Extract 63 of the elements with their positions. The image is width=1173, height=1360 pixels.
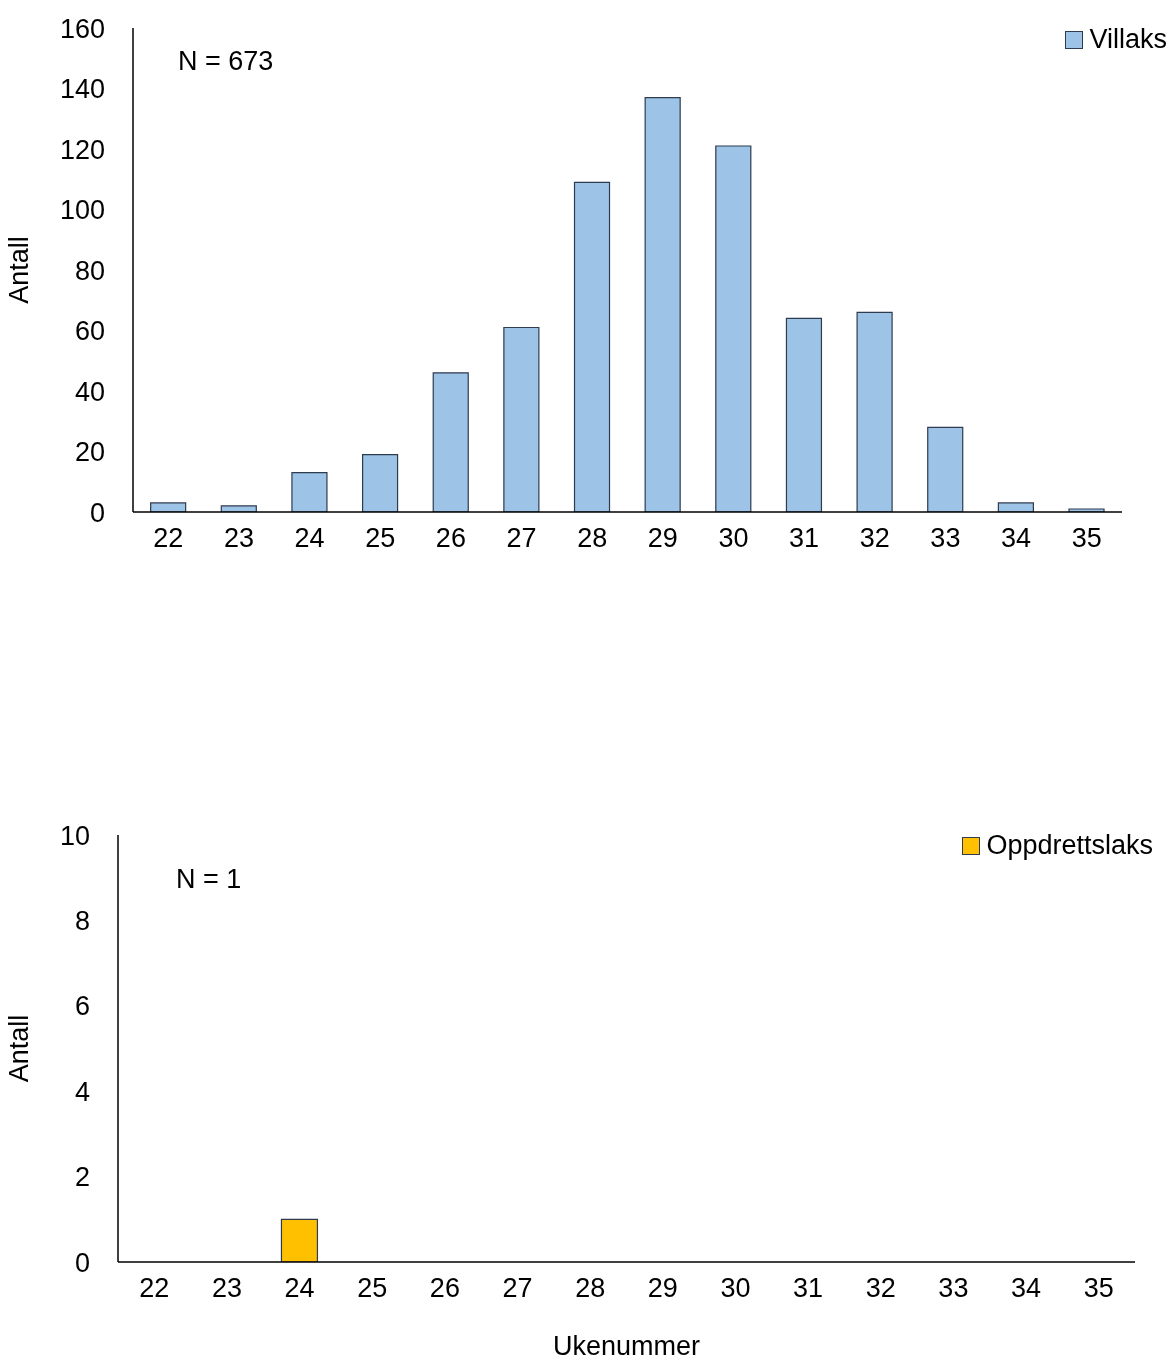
- x-tick-label: 35: [1083, 1273, 1114, 1304]
- bar: [927, 426, 964, 512]
- annotation: N = 673: [178, 46, 274, 77]
- x-tick-label: 35: [1071, 523, 1102, 554]
- bar: [856, 311, 893, 512]
- x-tick-label: 30: [720, 1273, 751, 1304]
- y-tick-label: 4: [74, 1076, 90, 1107]
- bar: [644, 96, 681, 512]
- y-tick-label: 2: [74, 1162, 90, 1193]
- x-tick-label: 25: [357, 1273, 388, 1304]
- x-tick-label: 22: [153, 523, 184, 554]
- bar: [361, 453, 399, 512]
- y-tick-label: 60: [74, 316, 105, 347]
- bar: [291, 472, 328, 512]
- x-tick-label: 29: [647, 523, 678, 554]
- x-tick-label: 32: [865, 1273, 896, 1304]
- x-tick-label: 31: [793, 1273, 824, 1304]
- bar: [573, 181, 611, 512]
- y-tick-label: 0: [89, 497, 105, 528]
- y-tick-label: 120: [59, 134, 105, 165]
- y-tick-label: 8: [74, 905, 90, 936]
- bar: [715, 145, 752, 512]
- x-tick-label: 32: [859, 523, 890, 554]
- y-tick-label: 0: [74, 1247, 90, 1278]
- x-tick-label: 26: [435, 523, 466, 554]
- bar: [997, 502, 1034, 512]
- x-tick-label: 34: [1001, 523, 1032, 554]
- y-axis-title: Antall: [3, 1014, 34, 1083]
- x-tick-label: 26: [429, 1273, 460, 1304]
- y-tick-label: 20: [74, 437, 105, 468]
- legend-label: Villaks: [1089, 24, 1167, 55]
- x-tick-label: 23: [211, 1273, 242, 1304]
- y-tick-label: 160: [59, 13, 105, 44]
- y-tick-label: 6: [74, 991, 90, 1022]
- bar: [785, 317, 823, 512]
- x-tick-label: 33: [930, 523, 961, 554]
- x-tick-label: 30: [718, 523, 749, 554]
- x-tick-label: 22: [139, 1273, 170, 1304]
- x-tick-label: 24: [294, 523, 325, 554]
- x-tick-label: 29: [647, 1273, 678, 1304]
- bar: [503, 326, 540, 512]
- x-tick-label: 28: [577, 523, 608, 554]
- bar: [220, 505, 257, 512]
- x-tick-label: 34: [1011, 1273, 1042, 1304]
- x-tick-label: 27: [506, 523, 537, 554]
- y-tick-label: 140: [59, 74, 105, 105]
- x-tick-label: 27: [502, 1273, 533, 1304]
- y-tick-label: 10: [59, 820, 90, 851]
- x-tick-label: 33: [938, 1273, 969, 1304]
- x-tick-label: 25: [365, 523, 396, 554]
- bar: [432, 372, 469, 512]
- x-tick-label: 31: [789, 523, 820, 554]
- x-tick-label: 28: [575, 1273, 606, 1304]
- x-tick-label: 23: [223, 523, 254, 554]
- y-tick-label: 80: [74, 255, 105, 286]
- annotation: N = 1: [176, 864, 242, 895]
- bar: [150, 502, 187, 512]
- y-tick-label: 100: [59, 195, 105, 226]
- legend-label: Oppdrettslaks: [986, 830, 1153, 861]
- x-axis-title: Ukenummer: [552, 1331, 701, 1360]
- y-axis-title: Antall: [3, 236, 34, 304]
- x-tick-label: 24: [284, 1273, 315, 1304]
- y-tick-label: 40: [74, 376, 105, 407]
